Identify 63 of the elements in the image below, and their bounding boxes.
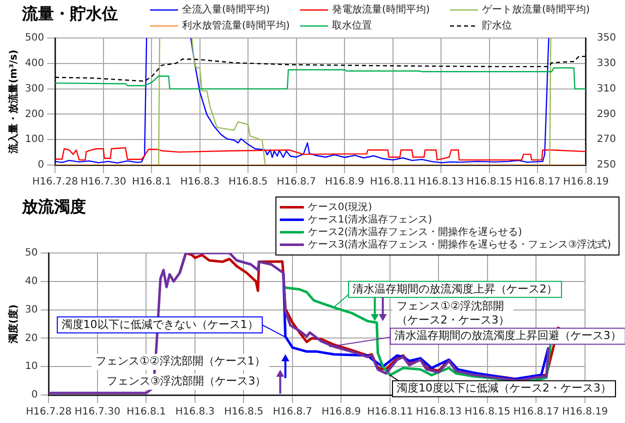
annotation: フェンス③浮沈部開（ケース3） [106,374,266,388]
x-tick-label: H16.8.15 [466,176,512,188]
x-tick-label: H16.8.3 [175,406,215,418]
x-tick-label: H16.8.3 [180,176,220,188]
legend-label: ケース3(清水温存フェンス・開操作を遅らせる・フェンス③浮沈式) [308,238,612,250]
x-tick-label: H16.8.13 [416,406,462,418]
annotation: フェンス①②浮沈部開（ケース2・ケース3） [396,299,510,326]
x-tick-label: H16.8.5 [228,176,268,188]
annotation: 清水温存期間の放流濁度上昇（ケース2） [352,282,558,296]
y-tick-label: 40 [24,276,38,287]
y-tick-label: 500 [24,32,44,44]
x-tick-label: H16.8.7 [276,176,316,188]
annotation: 清水温存期間の放流濁度上昇回避（ケース3） [394,329,622,342]
legend-label: 取水位置 [332,20,372,32]
y-tick-label: 0 [38,160,44,171]
y-tick-label: 0 [31,390,38,401]
x-tick-label: H16.8.1 [126,406,166,418]
y-tick-label: 50 [24,248,38,259]
chart-title: 放流濁度 [22,197,86,218]
y-tick-label: 300 [24,83,44,94]
y-tick-label: 10 [24,361,38,372]
annotation: 濁度10以下に低減できない（ケース1） [61,318,258,331]
legend-label: ケース1(清水温存フェンス) [308,213,432,226]
y-tick-label: 200 [24,108,44,120]
legend-label: 全流入量(時間平均) [182,4,270,16]
x-tick-label: H16.8.15 [464,406,510,418]
y2-tick-label: 350 [596,32,616,44]
y-tick-label: 400 [24,58,44,69]
legend-label: ケース0(現況) [308,200,372,213]
legend-label: ゲート放流量(時間平均) [482,4,590,16]
y2-tick-label: 270 [596,134,616,146]
y-axis-title: 濁度(度) [8,304,20,345]
x-tick-label: H16.7.28 [26,406,72,418]
x-tick-label: H16.8.17 [513,406,560,418]
x-tick-label: H16.8.19 [562,406,608,418]
x-tick-label: H16.7.28 [32,176,78,188]
x-tick-label: H16.7.30 [74,406,120,418]
legend-label: ケース2(清水温存フェンス・開操作を遅らせる) [308,226,522,238]
y-tick-label: 20 [24,332,38,344]
y2-tick-label: 310 [596,83,616,94]
y2-tick-label: 330 [596,58,616,69]
x-tick-label: H16.8.19 [563,176,609,188]
y-tick-label: 100 [24,134,44,146]
x-tick-label: H16.8.1 [132,176,172,188]
x-tick-label: H16.8.5 [224,406,264,418]
legend-label: 発電放流量(時間平均) [332,4,430,16]
annotation: 濁度10度以下に低減（ケース2・ケース3） [396,382,612,395]
x-tick-label: H16.8.17 [514,176,561,188]
x-tick-label: H16.8.13 [418,176,464,188]
y2-tick-label: 250 [596,160,616,171]
annotation: フェンス①②浮沈部開（ケース1） [96,354,266,368]
x-tick-label: H16.8.7 [272,406,312,418]
y-tick-label: 30 [24,304,38,316]
y2-tick-label: 290 [596,108,616,120]
legend-label: 利水放管流量(時間平均) [182,20,290,32]
x-tick-label: H16.8.9 [322,406,361,418]
x-tick-label: H16.7.30 [80,176,126,188]
y-axis-title: 流入量・放流量(m³/s) [8,50,20,154]
legend-label: 貯水位 [482,20,512,32]
x-tick-label: H16.8.11 [370,176,416,188]
x-tick-label: H16.8.11 [367,406,413,418]
x-tick-label: H16.8.9 [324,176,364,188]
chart-title: 流量・貯水位 [22,4,118,25]
